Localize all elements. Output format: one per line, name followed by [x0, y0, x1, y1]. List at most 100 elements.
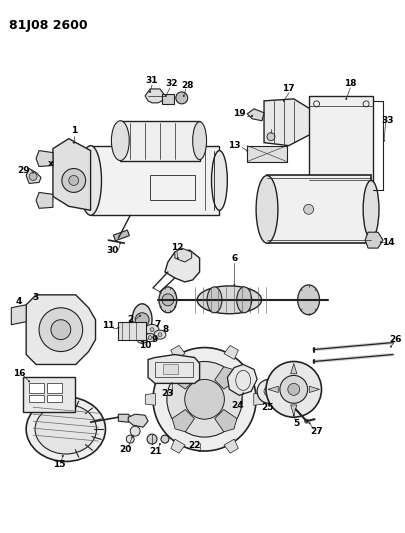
Circle shape — [162, 294, 174, 306]
Circle shape — [140, 337, 144, 342]
Polygon shape — [291, 364, 297, 374]
Polygon shape — [171, 345, 185, 360]
Circle shape — [233, 284, 235, 286]
Polygon shape — [118, 414, 132, 422]
Bar — [113, 230, 129, 241]
Circle shape — [69, 175, 79, 185]
Bar — [91, 146, 220, 215]
Text: 13: 13 — [228, 141, 241, 150]
Text: 19: 19 — [233, 109, 245, 118]
Bar — [155, 361, 193, 377]
Circle shape — [150, 328, 154, 332]
Text: 11: 11 — [102, 321, 115, 330]
Text: 22: 22 — [188, 441, 201, 449]
Ellipse shape — [35, 404, 96, 454]
Text: 10: 10 — [139, 341, 151, 350]
Text: 23: 23 — [162, 389, 174, 398]
Text: 12: 12 — [171, 243, 183, 252]
Polygon shape — [227, 365, 257, 395]
Polygon shape — [172, 409, 194, 432]
Circle shape — [161, 435, 169, 443]
Text: 30: 30 — [106, 246, 119, 255]
Polygon shape — [36, 151, 53, 166]
Bar — [120, 121, 200, 160]
Bar — [150, 175, 195, 200]
Text: 25: 25 — [261, 403, 273, 412]
Circle shape — [62, 168, 85, 192]
Polygon shape — [53, 139, 91, 211]
Ellipse shape — [197, 286, 262, 314]
Text: 26: 26 — [390, 335, 402, 344]
Ellipse shape — [256, 175, 278, 243]
Ellipse shape — [237, 287, 252, 313]
Circle shape — [119, 242, 122, 244]
Text: 6: 6 — [231, 254, 237, 263]
Text: 81J08 2600: 81J08 2600 — [9, 19, 88, 33]
Circle shape — [131, 436, 133, 438]
Circle shape — [32, 172, 34, 173]
Polygon shape — [36, 192, 53, 208]
Circle shape — [73, 142, 75, 144]
Circle shape — [130, 426, 140, 436]
Polygon shape — [247, 109, 264, 121]
Text: 28: 28 — [181, 82, 194, 91]
Circle shape — [183, 95, 185, 97]
Ellipse shape — [137, 336, 147, 343]
Circle shape — [309, 422, 311, 424]
Bar — [267, 175, 371, 243]
Circle shape — [268, 402, 270, 404]
Polygon shape — [224, 345, 238, 360]
Polygon shape — [291, 405, 297, 415]
Text: 27: 27 — [310, 426, 323, 435]
Circle shape — [159, 443, 161, 445]
Circle shape — [383, 140, 385, 142]
Circle shape — [345, 98, 347, 100]
Text: 16: 16 — [13, 369, 26, 378]
Circle shape — [264, 386, 274, 397]
Ellipse shape — [26, 397, 105, 462]
Circle shape — [280, 375, 308, 403]
Polygon shape — [148, 354, 200, 383]
Polygon shape — [145, 393, 156, 405]
Bar — [247, 146, 287, 161]
Circle shape — [283, 100, 285, 102]
Circle shape — [167, 361, 242, 437]
Text: 14: 14 — [382, 238, 394, 247]
Bar — [29, 383, 44, 393]
Polygon shape — [224, 439, 238, 453]
Bar — [163, 365, 178, 375]
Circle shape — [177, 257, 179, 259]
Bar — [162, 94, 174, 104]
Circle shape — [29, 173, 37, 181]
Circle shape — [117, 327, 119, 329]
Polygon shape — [26, 295, 96, 365]
Polygon shape — [145, 89, 165, 103]
Circle shape — [126, 435, 134, 443]
Circle shape — [390, 345, 392, 348]
Circle shape — [153, 348, 256, 451]
Polygon shape — [11, 305, 26, 325]
Bar — [23, 377, 75, 412]
Circle shape — [165, 95, 167, 97]
Circle shape — [251, 115, 253, 117]
Text: 7: 7 — [155, 320, 161, 329]
Bar — [309, 96, 373, 190]
Ellipse shape — [80, 146, 102, 215]
Circle shape — [39, 308, 83, 352]
Text: x: x — [48, 159, 54, 168]
Polygon shape — [215, 409, 237, 432]
Circle shape — [149, 91, 151, 93]
Bar — [47, 383, 62, 393]
Circle shape — [198, 450, 200, 452]
Circle shape — [171, 382, 173, 384]
Text: 5: 5 — [294, 419, 300, 427]
Text: 21: 21 — [149, 447, 161, 456]
Polygon shape — [215, 367, 237, 389]
Circle shape — [246, 150, 248, 151]
Polygon shape — [171, 439, 185, 453]
Circle shape — [267, 133, 275, 141]
Text: 20: 20 — [119, 445, 132, 454]
Ellipse shape — [363, 181, 379, 238]
Polygon shape — [309, 386, 320, 392]
Text: 9: 9 — [152, 335, 158, 344]
